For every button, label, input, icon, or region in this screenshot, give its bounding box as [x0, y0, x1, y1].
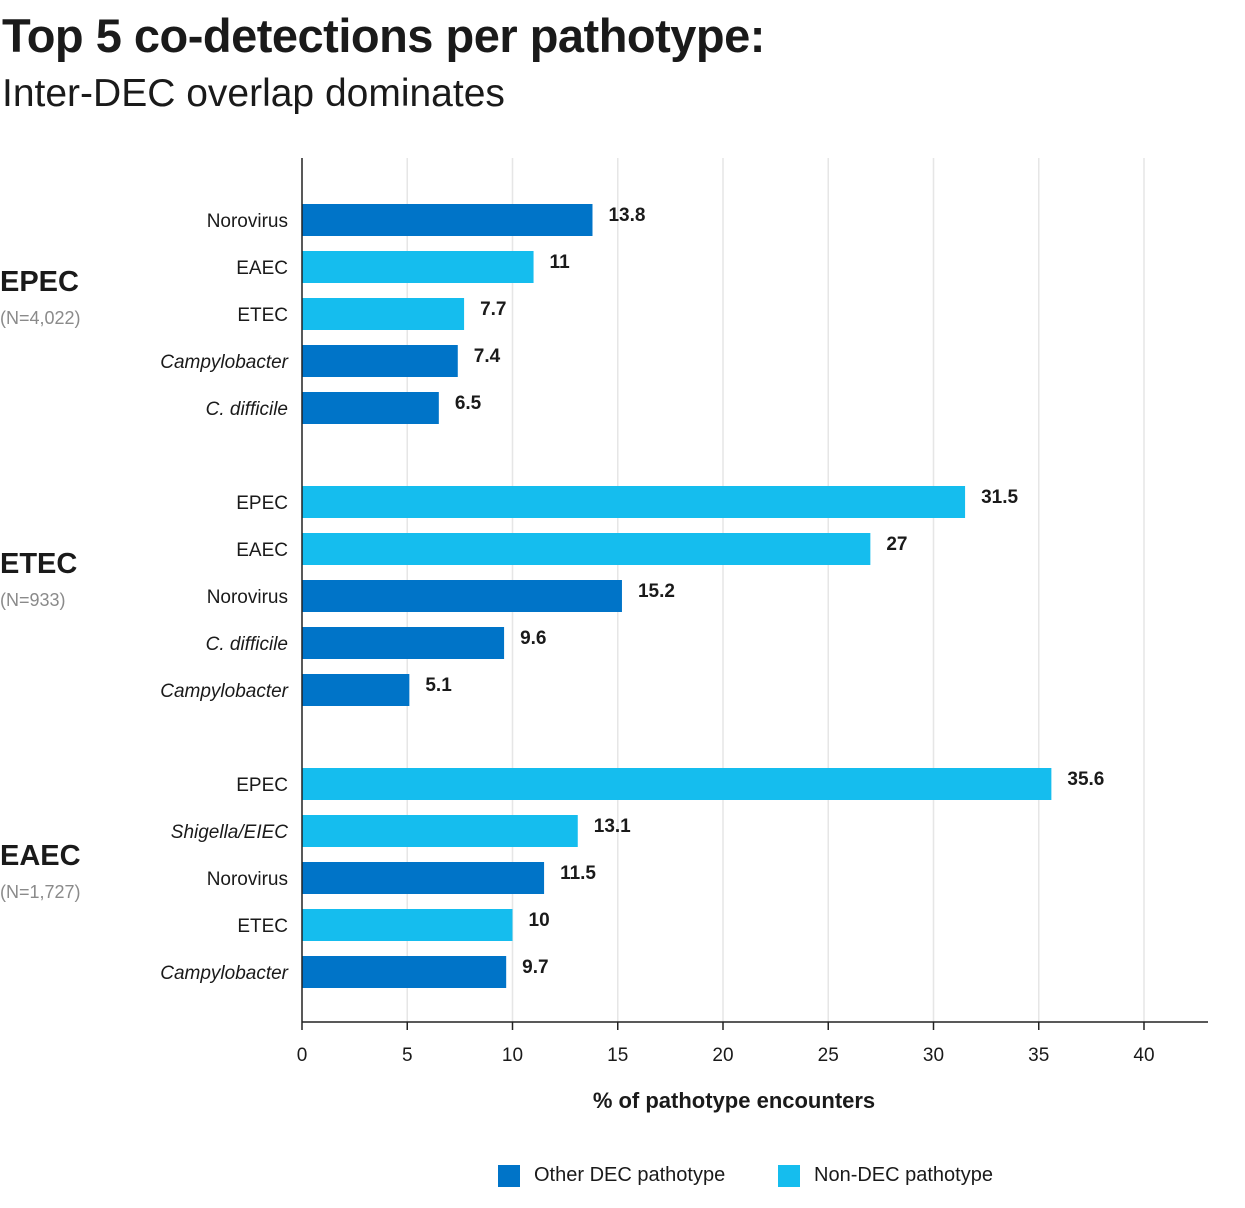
legend-swatch-non-dec [778, 1164, 800, 1187]
group-label-epec: EPEC [0, 266, 79, 298]
legend-swatch-other-dec [498, 1164, 520, 1187]
bar-label-eaec-2: Shigella/EIEC [171, 822, 289, 843]
value-label-eaec-2: 13.1 [594, 816, 631, 837]
value-label-etec-5: 5.1 [425, 675, 452, 696]
value-label-etec-3: 15.2 [638, 581, 675, 602]
bar-etec-4 [302, 627, 505, 659]
legend-label-other-dec: Other DEC pathotype [534, 1164, 726, 1186]
bar-label-epec-4: Campylobacter [160, 352, 288, 373]
legend-label-non-dec: Non-DEC pathotype [814, 1164, 993, 1186]
bar-epec-4 [302, 345, 458, 377]
value-label-etec-1: 31.5 [981, 487, 1018, 508]
legend-item-other-dec: Other DEC pathotype [498, 1164, 725, 1187]
value-label-eaec-5: 9.7 [522, 957, 548, 978]
bar-label-eaec-5: Campylobacter [160, 963, 288, 984]
bar-etec-1 [302, 486, 966, 518]
x-tick-label-25: 25 [818, 1045, 839, 1066]
value-label-eaec-4: 10 [529, 910, 550, 931]
value-label-eaec-1: 35.6 [1067, 769, 1104, 790]
x-axis-title: % of pathotype encounters [593, 1088, 875, 1113]
bar-label-eaec-1: EPEC [236, 775, 288, 796]
bar-label-epec-1: Norovirus [207, 211, 288, 232]
bar-etec-3 [302, 580, 622, 612]
bar-epec-5 [302, 392, 439, 424]
bar-eaec-1 [302, 768, 1052, 800]
group-label-eaec: EAEC [0, 840, 81, 872]
group-count-eaec: (N=1,727) [0, 882, 81, 902]
group-label-etec: ETEC [0, 548, 78, 580]
bar-label-etec-2: EAEC [236, 540, 288, 561]
bar-eaec-5 [302, 956, 507, 988]
bar-etec-2 [302, 533, 871, 565]
bar-label-etec-4: C. difficile [206, 634, 288, 655]
value-label-eaec-3: 11.5 [560, 863, 596, 884]
value-label-epec-1: 13.8 [608, 205, 645, 226]
group-count-etec: (N=933) [0, 590, 66, 610]
x-tick-label-0: 0 [297, 1045, 308, 1066]
bar-eaec-3 [302, 862, 545, 894]
bar-epec-1 [302, 204, 593, 236]
x-tick-label-10: 10 [502, 1045, 523, 1066]
bar-eaec-2 [302, 815, 578, 847]
value-label-epec-5: 6.5 [455, 393, 482, 414]
bar-label-eaec-4: ETEC [237, 916, 288, 937]
x-tick-label-20: 20 [712, 1045, 733, 1066]
bar-epec-2 [302, 251, 534, 283]
bar-epec-3 [302, 298, 465, 330]
bar-etec-5 [302, 674, 410, 706]
x-tick-label-40: 40 [1133, 1045, 1154, 1066]
chart-subtitle: Inter-DEC overlap dominates [2, 72, 505, 115]
bar-label-epec-5: C. difficile [206, 399, 288, 420]
x-tick-label-30: 30 [923, 1045, 944, 1066]
x-tick-label-35: 35 [1028, 1045, 1049, 1066]
value-label-etec-2: 27 [886, 534, 907, 555]
bar-label-epec-3: ETEC [237, 305, 288, 326]
group-count-epec: (N=4,022) [0, 308, 81, 328]
bar-label-etec-5: Campylobacter [160, 681, 288, 702]
bar-eaec-4 [302, 909, 513, 941]
bar-label-eaec-3: Norovirus [207, 869, 288, 890]
value-label-epec-4: 7.4 [474, 346, 501, 367]
bar-chart: Norovirus 13.8 EAEC 11 ETEC 7.7 Campylobacter 7… [160, 158, 1208, 1113]
bar-label-etec-3: Norovirus [207, 587, 288, 608]
x-tick-label-5: 5 [402, 1045, 413, 1066]
bar-label-etec-1: EPEC [236, 493, 288, 514]
x-tick-label-15: 15 [607, 1045, 628, 1066]
value-label-epec-3: 7.7 [480, 299, 506, 320]
value-label-epec-2: 11 [550, 252, 571, 273]
chart-title: Top 5 co-detections per pathotype: [2, 9, 765, 62]
legend-item-non-dec: Non-DEC pathotype [778, 1164, 993, 1187]
value-label-etec-4: 9.6 [520, 628, 546, 649]
bar-label-epec-2: EAEC [236, 258, 288, 279]
